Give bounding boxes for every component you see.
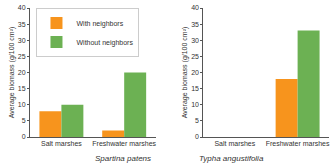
svg-text:40: 40 <box>18 4 26 11</box>
svg-text:Freshwater marshes: Freshwater marshes <box>266 140 330 147</box>
svg-text:15: 15 <box>18 85 26 92</box>
svg-text:35: 35 <box>18 21 26 28</box>
svg-text:Typha angustifolia: Typha angustifolia <box>199 154 264 163</box>
svg-text:Salt marshes: Salt marshes <box>41 140 82 147</box>
svg-text:35: 35 <box>191 21 199 28</box>
svg-text:0: 0 <box>195 133 199 140</box>
svg-text:20: 20 <box>18 69 26 76</box>
svg-text:10: 10 <box>18 101 26 108</box>
svg-text:Spartina patens: Spartina patens <box>95 154 151 163</box>
svg-text:Freshwater marshes: Freshwater marshes <box>92 140 156 147</box>
svg-text:5: 5 <box>195 117 199 124</box>
svg-text:With neighbors: With neighbors <box>76 20 123 28</box>
svg-text:5: 5 <box>22 117 26 124</box>
svg-text:Salt marshes: Salt marshes <box>214 140 255 147</box>
svg-text:30: 30 <box>191 37 199 44</box>
svg-text:0: 0 <box>22 133 26 140</box>
svg-text:25: 25 <box>18 53 26 60</box>
svg-text:20: 20 <box>191 69 199 76</box>
svg-text:10: 10 <box>191 101 199 108</box>
svg-text:Average biomass (g/100 cm²): Average biomass (g/100 cm²) <box>181 27 189 119</box>
svg-text:40: 40 <box>191 4 199 11</box>
svg-text:30: 30 <box>18 37 26 44</box>
svg-text:15: 15 <box>191 85 199 92</box>
svg-text:Without neighbors: Without neighbors <box>76 39 133 47</box>
svg-text:25: 25 <box>191 53 199 60</box>
svg-text:Average biomass (g/100 cm²): Average biomass (g/100 cm²) <box>8 27 16 119</box>
